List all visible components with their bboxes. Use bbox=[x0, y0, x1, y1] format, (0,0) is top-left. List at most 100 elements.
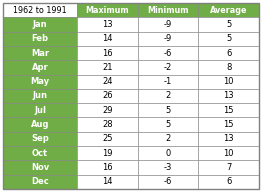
Text: 19: 19 bbox=[102, 149, 113, 158]
Bar bbox=[138, 160, 198, 175]
Text: 5: 5 bbox=[226, 34, 231, 43]
Bar bbox=[198, 146, 259, 160]
Bar bbox=[3, 32, 77, 46]
Text: Nov: Nov bbox=[31, 163, 49, 172]
Bar bbox=[138, 60, 198, 74]
Bar bbox=[198, 74, 259, 89]
Text: 25: 25 bbox=[102, 134, 113, 143]
Bar bbox=[77, 46, 138, 60]
Text: 28: 28 bbox=[102, 120, 113, 129]
Bar bbox=[77, 17, 138, 32]
Bar bbox=[77, 32, 138, 46]
Bar bbox=[3, 17, 77, 32]
Bar bbox=[198, 132, 259, 146]
Bar bbox=[3, 146, 77, 160]
Bar bbox=[138, 74, 198, 89]
Bar bbox=[198, 160, 259, 175]
Text: Average: Average bbox=[210, 6, 247, 15]
Text: 7: 7 bbox=[226, 163, 231, 172]
Text: 14: 14 bbox=[102, 34, 113, 43]
Bar bbox=[3, 3, 77, 17]
Bar bbox=[198, 46, 259, 60]
Text: Apr: Apr bbox=[32, 63, 48, 72]
Text: 15: 15 bbox=[223, 120, 234, 129]
Bar bbox=[198, 175, 259, 189]
Bar bbox=[138, 103, 198, 118]
Text: 2: 2 bbox=[165, 92, 171, 100]
Text: 5: 5 bbox=[165, 106, 171, 115]
Bar bbox=[77, 60, 138, 74]
Bar bbox=[138, 146, 198, 160]
Bar bbox=[3, 132, 77, 146]
Bar bbox=[198, 103, 259, 118]
Text: 26: 26 bbox=[102, 92, 113, 100]
Text: 5: 5 bbox=[226, 20, 231, 29]
Bar bbox=[138, 132, 198, 146]
Bar bbox=[77, 160, 138, 175]
Text: Maximum: Maximum bbox=[85, 6, 129, 15]
Bar bbox=[77, 118, 138, 132]
Bar bbox=[3, 89, 77, 103]
Text: 24: 24 bbox=[102, 77, 113, 86]
Text: Minimum: Minimum bbox=[147, 6, 189, 15]
Text: -2: -2 bbox=[164, 63, 172, 72]
Text: Jul: Jul bbox=[34, 106, 46, 115]
Text: -1: -1 bbox=[164, 77, 172, 86]
Bar bbox=[3, 118, 77, 132]
Text: 14: 14 bbox=[102, 177, 113, 186]
Text: 29: 29 bbox=[102, 106, 113, 115]
Bar bbox=[77, 3, 138, 17]
Bar bbox=[138, 46, 198, 60]
Text: -6: -6 bbox=[164, 49, 172, 58]
Text: Aug: Aug bbox=[31, 120, 49, 129]
Text: 6: 6 bbox=[226, 177, 231, 186]
Bar bbox=[198, 118, 259, 132]
Bar bbox=[77, 146, 138, 160]
Text: May: May bbox=[30, 77, 50, 86]
Text: Sep: Sep bbox=[31, 134, 49, 143]
Text: Mar: Mar bbox=[31, 49, 49, 58]
Text: Oct: Oct bbox=[32, 149, 48, 158]
Text: 8: 8 bbox=[226, 63, 231, 72]
Text: 6: 6 bbox=[226, 49, 231, 58]
Bar bbox=[138, 118, 198, 132]
Text: 21: 21 bbox=[102, 63, 113, 72]
Bar bbox=[3, 160, 77, 175]
Text: -9: -9 bbox=[164, 34, 172, 43]
Text: Jan: Jan bbox=[33, 20, 47, 29]
Bar bbox=[77, 74, 138, 89]
Text: 0: 0 bbox=[165, 149, 171, 158]
Bar bbox=[198, 89, 259, 103]
Text: 13: 13 bbox=[223, 92, 234, 100]
Bar bbox=[77, 132, 138, 146]
Text: 10: 10 bbox=[223, 149, 234, 158]
Text: Jun: Jun bbox=[32, 92, 47, 100]
Bar bbox=[198, 32, 259, 46]
Text: 16: 16 bbox=[102, 163, 113, 172]
Bar bbox=[77, 175, 138, 189]
Bar bbox=[3, 175, 77, 189]
Bar bbox=[138, 32, 198, 46]
Bar bbox=[3, 60, 77, 74]
Text: -6: -6 bbox=[164, 177, 172, 186]
Text: 10: 10 bbox=[223, 77, 234, 86]
Bar bbox=[198, 3, 259, 17]
Text: 2: 2 bbox=[165, 134, 171, 143]
Text: Dec: Dec bbox=[31, 177, 49, 186]
Text: 5: 5 bbox=[165, 120, 171, 129]
Text: 13: 13 bbox=[102, 20, 113, 29]
Bar bbox=[3, 103, 77, 118]
Text: Feb: Feb bbox=[31, 34, 48, 43]
Bar bbox=[138, 175, 198, 189]
Bar bbox=[77, 89, 138, 103]
Bar bbox=[198, 60, 259, 74]
Bar bbox=[138, 3, 198, 17]
Bar bbox=[198, 17, 259, 32]
Bar bbox=[138, 17, 198, 32]
Text: 1962 to 1991: 1962 to 1991 bbox=[13, 6, 67, 15]
Text: 13: 13 bbox=[223, 134, 234, 143]
Text: 15: 15 bbox=[223, 106, 234, 115]
Text: -9: -9 bbox=[164, 20, 172, 29]
Text: -3: -3 bbox=[164, 163, 172, 172]
Bar bbox=[3, 74, 77, 89]
